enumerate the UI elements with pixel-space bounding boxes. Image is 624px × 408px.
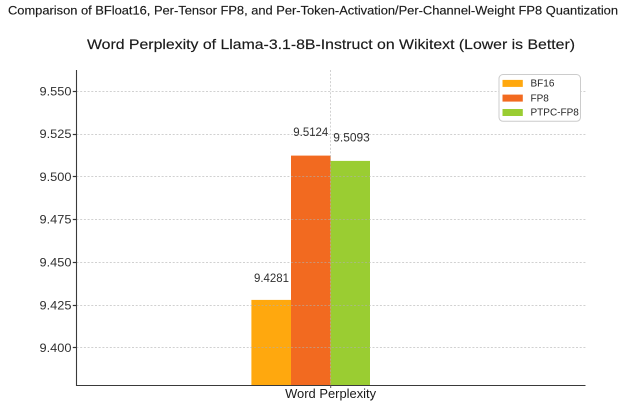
svg-text:9.400: 9.400 — [40, 343, 72, 355]
svg-text:9.425: 9.425 — [40, 300, 72, 312]
svg-text:FP8: FP8 — [531, 93, 550, 104]
svg-text:9.450: 9.450 — [40, 258, 72, 270]
svg-text:9.550: 9.550 — [40, 86, 72, 98]
svg-text:Comparison of BFloat16, Per-Te: Comparison of BFloat16, Per-Tensor FP8, … — [8, 3, 618, 17]
svg-text:Word Perplexity: Word Perplexity — [285, 387, 377, 401]
svg-text:Word Perplexity of Llama-3.1-8: Word Perplexity of Llama-3.1-8B-Instruct… — [87, 36, 575, 52]
svg-text:BF16: BF16 — [531, 79, 555, 90]
svg-text:9.5093: 9.5093 — [333, 133, 370, 145]
svg-text:9.5124: 9.5124 — [293, 127, 329, 139]
svg-text:9.475: 9.475 — [40, 215, 72, 227]
svg-text:PTPC-FP8: PTPC-FP8 — [531, 108, 580, 119]
svg-text:9.525: 9.525 — [40, 129, 72, 141]
svg-text:9.4281: 9.4281 — [254, 273, 289, 285]
svg-text:9.500: 9.500 — [40, 172, 72, 184]
